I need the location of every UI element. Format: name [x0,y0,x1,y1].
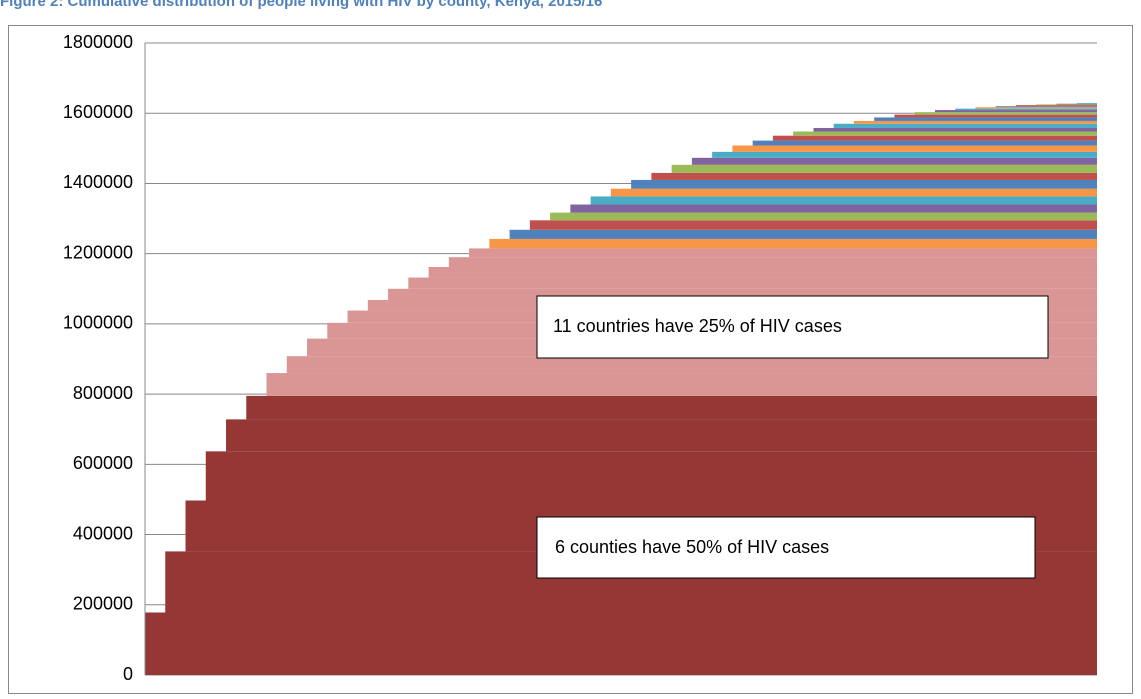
county-segment [1015,105,1097,107]
county-segment [550,212,1097,221]
county-segment [631,179,1097,189]
county-segment [732,145,1097,152]
county-segment [428,267,1097,278]
county-segment [1076,103,1097,104]
county-segment [509,229,1098,239]
county-segment [712,151,1097,158]
county-segment [813,127,1097,132]
county-segment [833,123,1097,128]
y-tick-label: 1400000 [63,172,133,192]
annotation-box [536,516,1036,579]
county-segment [853,120,1097,124]
county-segment [388,288,1097,301]
y-tick-label: 1200000 [63,242,133,262]
county-segment [590,196,1097,205]
county-segment [286,356,1097,374]
county-segment [671,164,1097,173]
county-segment [955,108,1097,111]
county-segment [894,114,1097,118]
county-segment [448,257,1097,268]
y-tick-label: 1000000 [63,313,133,333]
county-segment [1056,103,1097,105]
county-segment [772,135,1097,141]
plot: 0 200000 400000 600000 800000 1000000 1200000 1… [63,32,1098,684]
county-segment [752,140,1097,146]
county-segment [529,220,1097,230]
annotations: 11 countries have 25% of HIV cases 6 cou… [536,295,1049,579]
county-segment [1036,104,1097,106]
county-segment [651,172,1097,180]
y-tick-label: 0 [123,664,133,684]
county-segment [489,238,1097,249]
county-segment [570,204,1097,213]
chart-title: Figure 2: Cumulative distribution of peo… [0,0,602,10]
county-segment [691,157,1097,165]
county-segment [226,419,1098,452]
county-segment [246,395,1097,420]
county-segment [914,112,1097,115]
county-segment [408,277,1097,289]
county-segment [793,131,1097,136]
county-segment [266,373,1097,396]
y-tick-label: 200000 [73,594,133,614]
annotation: 6 counties have 50% of HIV cases [555,537,829,557]
county-segment [934,110,1097,113]
county-segment [874,117,1097,121]
annotation: 11 countries have 25% of HIV cases [553,316,842,336]
county-segment [610,188,1097,197]
y-tick-label: 1800000 [63,32,133,52]
county-segment [995,106,1097,108]
county-segment [469,248,1098,258]
y-tick-label: 400000 [73,523,133,543]
y-tick-label: 800000 [73,383,133,403]
y-tick-label: 600000 [73,453,133,473]
y-tick-label: 1600000 [63,102,133,122]
county-segment [145,612,1097,675]
annotation-box [536,295,1049,359]
county-segment [975,107,1097,109]
county-segment [205,451,1097,501]
